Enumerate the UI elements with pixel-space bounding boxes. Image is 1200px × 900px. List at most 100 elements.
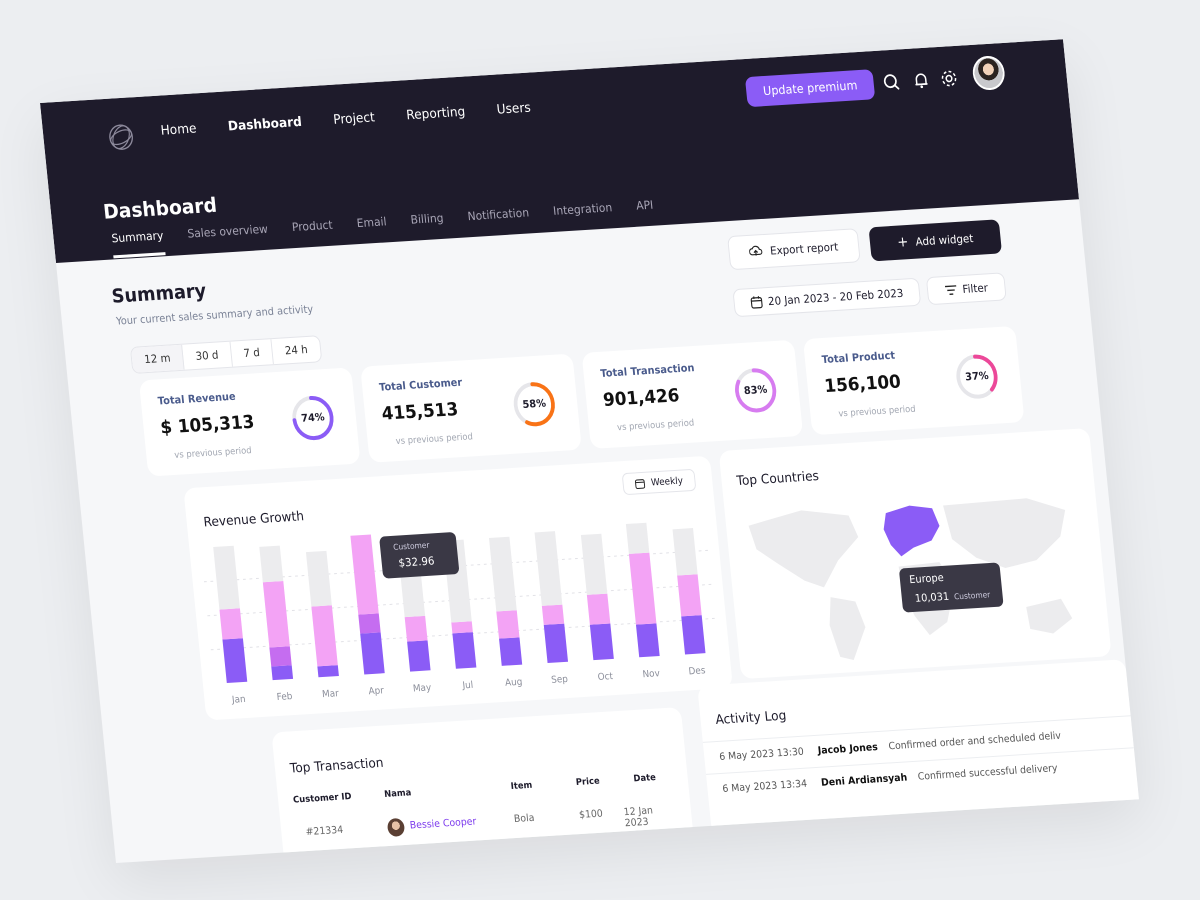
world-map[interactable] bbox=[735, 485, 1101, 673]
col-price[interactable]: Price bbox=[575, 776, 601, 788]
bar-mar-segment-3[interactable] bbox=[305, 550, 332, 607]
dashboard-app: Home Dashboard Project Reporting Users U… bbox=[40, 39, 1139, 863]
table-row[interactable]: #21334 Bessie Cooper Bola $100 12 Jan 20… bbox=[296, 804, 679, 846]
bar-may-segment-0[interactable] bbox=[407, 640, 431, 672]
bar-nov-segment-3[interactable] bbox=[625, 522, 650, 554]
update-premium-button[interactable]: Update premium bbox=[744, 69, 876, 108]
x-tick-label: Sep bbox=[551, 674, 569, 686]
tab-email[interactable]: Email bbox=[356, 214, 388, 231]
bar-apr-segment-2[interactable] bbox=[350, 534, 379, 615]
progress-ring bbox=[292, 395, 334, 441]
bar-feb-segment-2[interactable] bbox=[262, 580, 290, 648]
bar-jan-segment-0[interactable] bbox=[222, 638, 248, 684]
plus-icon: + bbox=[896, 234, 910, 251]
tab-notification[interactable]: Notification bbox=[466, 205, 530, 224]
bar-aug-segment-2[interactable] bbox=[496, 610, 520, 639]
bell-icon[interactable] bbox=[911, 70, 932, 91]
cell-name[interactable]: Bessie Cooper bbox=[409, 816, 477, 832]
map-australia bbox=[1026, 598, 1073, 634]
bar-sep-segment-3[interactable] bbox=[534, 531, 563, 606]
stat-compare: vs previous period bbox=[616, 418, 695, 434]
tab-billing[interactable]: Billing bbox=[409, 210, 445, 227]
weekly-label: Weekly bbox=[650, 474, 684, 488]
col-item[interactable]: Item bbox=[510, 780, 533, 793]
bar-des-segment-0[interactable] bbox=[681, 615, 706, 655]
bar-mar-segment-2[interactable] bbox=[311, 605, 338, 667]
nav-users[interactable]: Users bbox=[496, 100, 532, 118]
bar-nov-segment-0[interactable] bbox=[635, 623, 660, 658]
bar-sep-segment-0[interactable] bbox=[543, 623, 569, 664]
bar-apr-segment-0[interactable] bbox=[360, 632, 385, 675]
activity-user[interactable]: Jacob Jones bbox=[817, 742, 879, 757]
period-7d[interactable]: 7 d bbox=[230, 339, 275, 367]
nav-project[interactable]: Project bbox=[332, 110, 376, 128]
cell-item: Bola bbox=[513, 812, 535, 826]
tab-api[interactable]: API bbox=[635, 197, 654, 213]
search-icon[interactable] bbox=[881, 72, 902, 93]
stat-card-product: Total Product 156,100 vs previous period… bbox=[802, 325, 1025, 436]
date-range-picker[interactable]: 20 Jan 2023 - 20 Feb 2023 bbox=[732, 277, 922, 318]
bar-des-segment-3[interactable] bbox=[672, 528, 698, 576]
col-nama[interactable]: Nama bbox=[383, 788, 412, 800]
stat-label: Total Transaction bbox=[599, 362, 696, 380]
stat-percent: 58% bbox=[521, 397, 547, 411]
bar-jan-segment-3[interactable] bbox=[213, 545, 240, 610]
tab-product[interactable]: Product bbox=[291, 217, 334, 235]
upload-cloud-icon bbox=[749, 245, 763, 256]
bar-apr-segment-1[interactable] bbox=[358, 613, 381, 634]
nav-home[interactable]: Home bbox=[159, 121, 198, 139]
period-selector: 12 m 30 d 7 d 24 h bbox=[129, 335, 323, 374]
col-date[interactable]: Date bbox=[633, 773, 657, 785]
x-tick-label: Jan bbox=[230, 694, 246, 706]
cell-date: 12 Jan 2023 bbox=[623, 805, 654, 830]
bar-mar-segment-0[interactable] bbox=[317, 665, 339, 678]
bar-jan-segment-2[interactable] bbox=[219, 608, 243, 640]
activity-text: Confirmed order and scheduled deliv bbox=[888, 730, 1062, 753]
date-range-label: 20 Jan 2023 - 20 Feb 2023 bbox=[767, 286, 904, 308]
stat-label: Total Product bbox=[821, 349, 896, 367]
bar-aug-segment-0[interactable] bbox=[499, 637, 523, 666]
bar-oct-segment-0[interactable] bbox=[589, 623, 614, 661]
gear-icon[interactable] bbox=[939, 68, 960, 89]
logo-icon[interactable] bbox=[106, 121, 137, 153]
stat-card-transaction: Total Transaction 901,426 vs previous pe… bbox=[581, 339, 804, 449]
stat-percent: 37% bbox=[964, 369, 990, 384]
bar-aug-segment-3[interactable] bbox=[488, 536, 517, 612]
bar-feb-segment-1[interactable] bbox=[269, 646, 292, 667]
bar-oct-segment-3[interactable] bbox=[580, 533, 608, 595]
calendar-icon bbox=[750, 295, 763, 309]
bar-jul-segment-0[interactable] bbox=[452, 632, 477, 669]
bar-oct-segment-2[interactable] bbox=[586, 593, 611, 625]
top-bar: Home Dashboard Project Reporting Users U… bbox=[40, 39, 1079, 264]
bar-nov-segment-2[interactable] bbox=[628, 552, 657, 625]
bar-may-segment-2[interactable] bbox=[404, 615, 428, 642]
add-widget-button[interactable]: + Add widget bbox=[868, 219, 1003, 262]
bar-feb-segment-0[interactable] bbox=[271, 665, 294, 681]
col-customer-id[interactable]: Customer ID bbox=[292, 791, 353, 806]
period-30d[interactable]: 30 d bbox=[182, 341, 233, 370]
filter-button[interactable]: Filter bbox=[925, 272, 1007, 306]
activity-user[interactable]: Deni Ardiansyah bbox=[820, 772, 908, 789]
bar-feb-segment-3[interactable] bbox=[259, 545, 284, 583]
period-24h[interactable]: 24 h bbox=[284, 342, 309, 358]
progress-ring bbox=[956, 354, 998, 399]
x-tick-label: Feb bbox=[276, 691, 293, 703]
tab-sales-overview[interactable]: Sales overview bbox=[186, 221, 269, 241]
ring-fill bbox=[292, 395, 334, 441]
map-south-america bbox=[829, 597, 866, 661]
chart-tooltip: Customer $32.96 bbox=[379, 531, 460, 579]
bar-sep-segment-2[interactable] bbox=[541, 604, 565, 625]
weekly-dropdown[interactable]: Weekly bbox=[621, 468, 697, 496]
nav-reporting[interactable]: Reporting bbox=[405, 104, 466, 124]
export-report-button[interactable]: Export report bbox=[727, 228, 861, 271]
bar-jul-segment-2[interactable] bbox=[451, 621, 473, 634]
bar-des-segment-2[interactable] bbox=[677, 574, 702, 617]
page-title: Dashboard bbox=[102, 192, 218, 224]
tab-integration[interactable]: Integration bbox=[552, 200, 613, 218]
user-avatar[interactable] bbox=[971, 55, 1007, 91]
nav-dashboard[interactable]: Dashboard bbox=[227, 114, 303, 135]
stat-value: 156,100 bbox=[823, 371, 902, 398]
period-12m[interactable]: 12 m bbox=[130, 344, 185, 373]
x-tick-label: Mar bbox=[322, 688, 340, 700]
tab-summary[interactable]: Summary bbox=[110, 228, 166, 259]
